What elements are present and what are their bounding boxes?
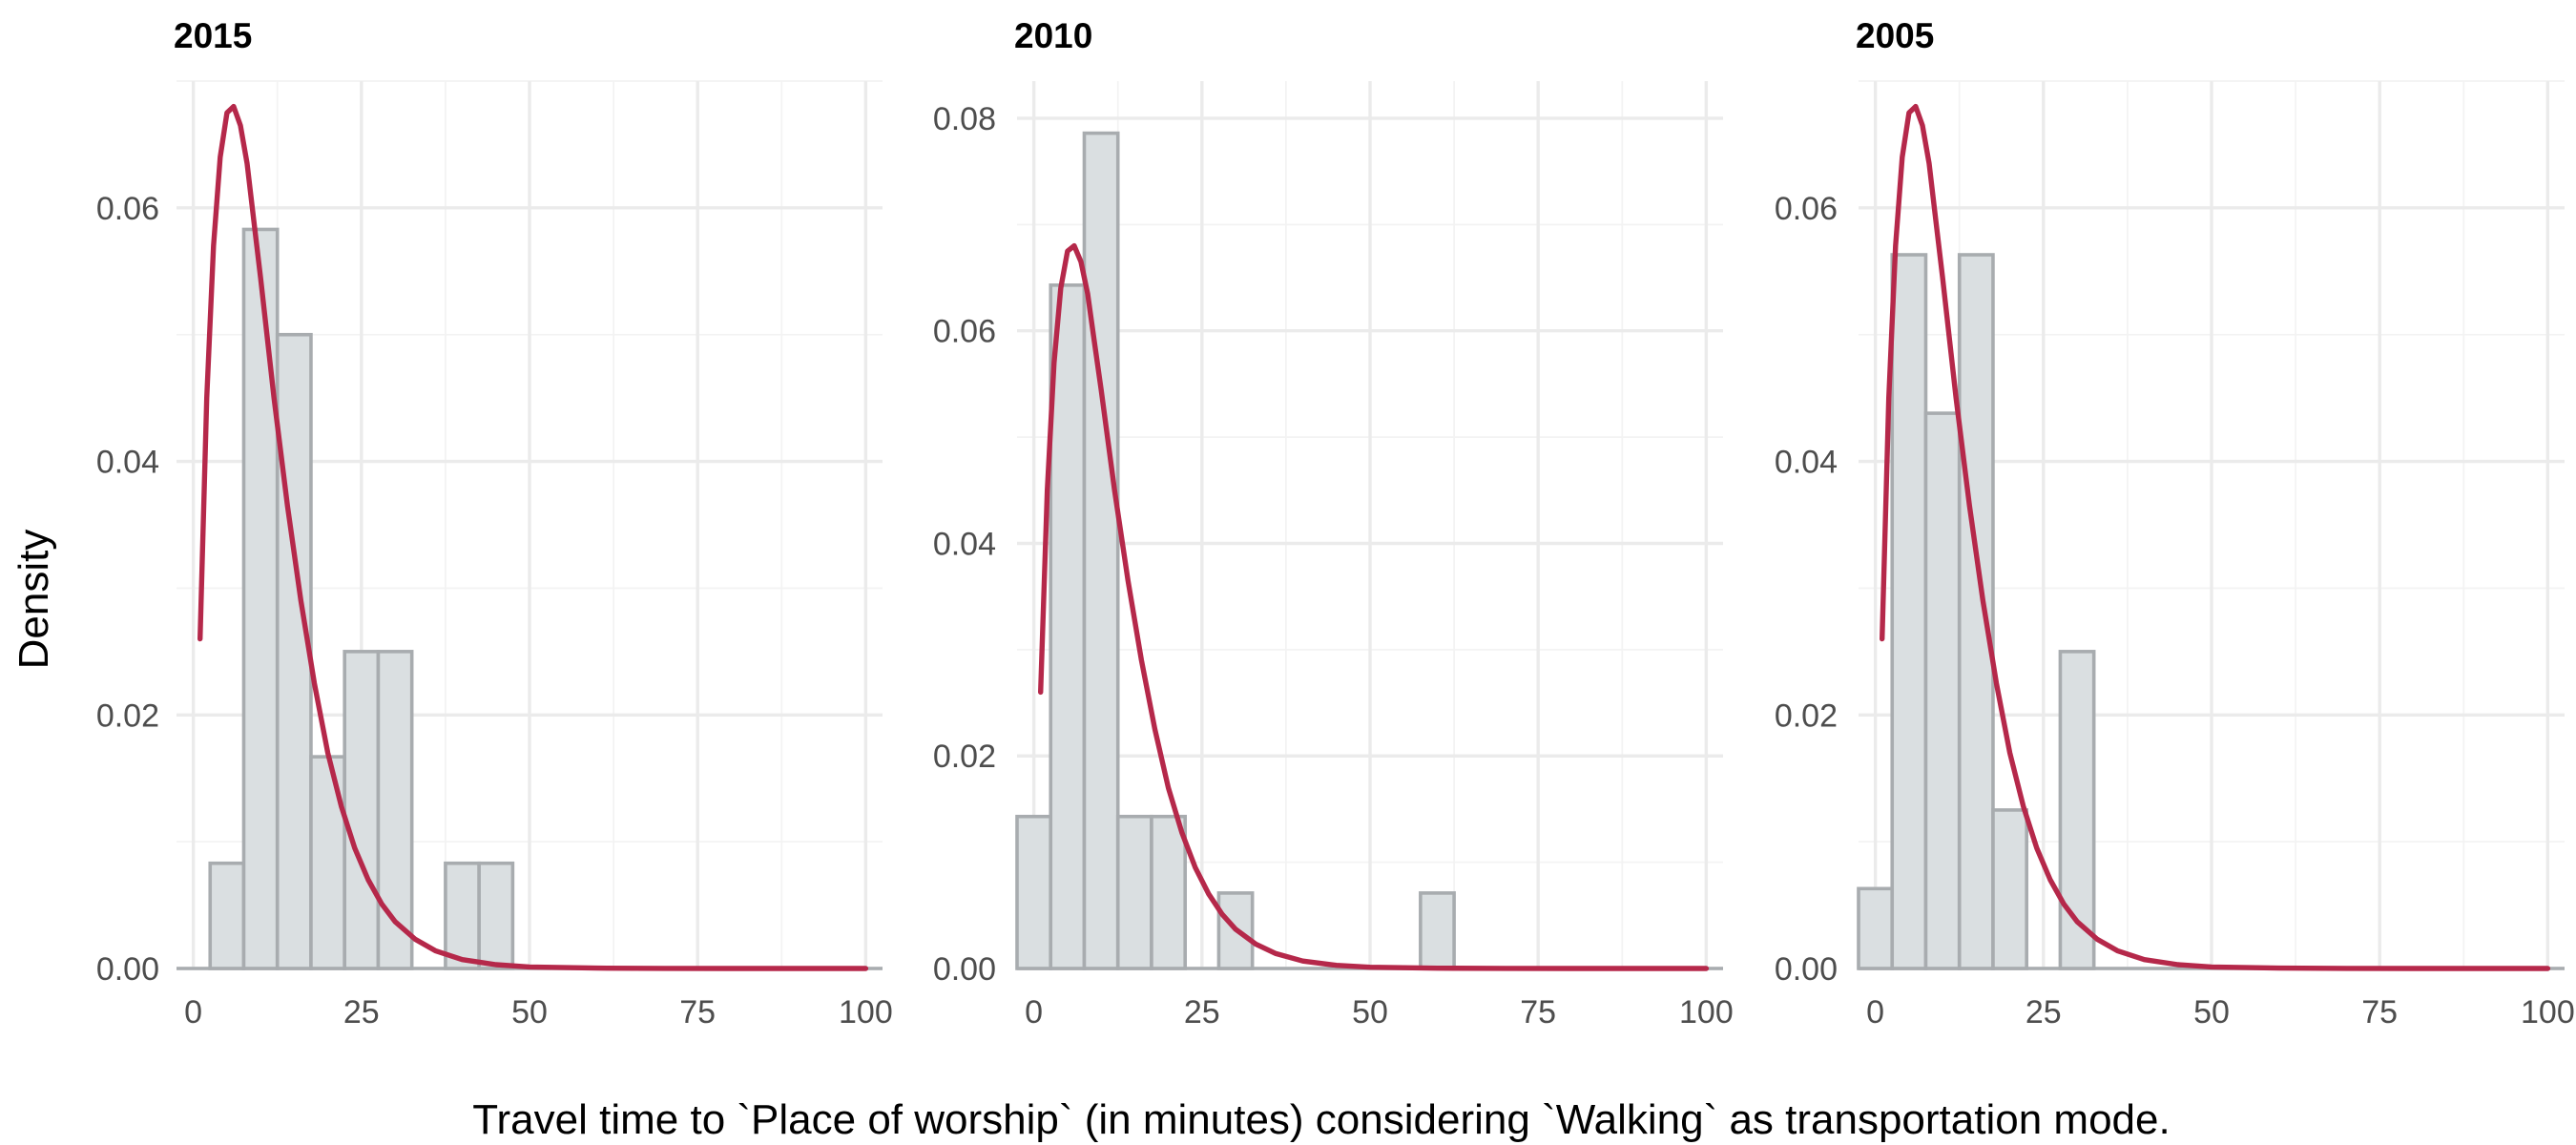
histogram-bar: [1923, 411, 1962, 970]
x-tick-label: 50: [511, 994, 548, 1030]
histogram-bar: [1150, 814, 1187, 970]
x-tick-label: 50: [2193, 994, 2230, 1030]
y-tick-label: 0.00: [933, 951, 996, 988]
histogram-bar: [241, 227, 280, 970]
x-tick-label: 100: [1679, 994, 1734, 1030]
density-curve: [1038, 242, 1710, 971]
histogram-bar: [2058, 650, 2096, 970]
y-axis-title: Density: [10, 530, 57, 670]
x-tick-label: 100: [839, 994, 893, 1030]
y-tick-label: 0.02: [1775, 697, 1838, 734]
y-tick-label: 0.04: [96, 445, 159, 481]
histogram-bar: [1991, 808, 2028, 970]
panel-title: 2005: [1856, 16, 1934, 55]
y-tick-label: 0.08: [933, 101, 996, 137]
histogram-bar: [1115, 814, 1153, 970]
x-tick-label: 75: [2361, 994, 2398, 1030]
histogram-bar: [275, 332, 313, 970]
y-tick-label: 0.06: [96, 191, 159, 227]
histogram-bar: [444, 861, 481, 970]
y-tick-label: 0.06: [1775, 191, 1838, 227]
y-tick-label: 0.00: [96, 951, 159, 988]
y-tick-label: 0.00: [1775, 951, 1838, 988]
histogram-bar: [1419, 891, 1456, 970]
x-tick-label: 100: [2521, 994, 2575, 1030]
y-tick-label: 0.04: [1775, 445, 1838, 481]
panel-2005: 0 25 50 75 100 0.00 0.02 0.04 0.06 2005: [1775, 16, 2575, 1030]
x-tick-label: 0: [1025, 994, 1043, 1030]
x-tick-label: 75: [1520, 994, 1556, 1030]
histogram-bar: [1082, 131, 1120, 970]
histogram-bar: [309, 755, 346, 970]
y-tick-label: 0.04: [933, 526, 996, 562]
density-curve: [1880, 103, 2551, 971]
y-tick-label: 0.02: [96, 697, 159, 734]
histogram-bar: [1857, 886, 1895, 970]
panel-2010: 0 25 50 75 100 0.00 0.02 0.04 0.06 0.08 2010: [933, 16, 1734, 1030]
x-axis-title: Travel time to `Place of worship` (in mi…: [472, 1096, 2170, 1143]
panel-title: 2015: [174, 16, 252, 55]
histogram-bar: [1890, 253, 1928, 970]
x-tick-label: 50: [1352, 994, 1388, 1030]
panel-2015: 0 25 50 75 100 0.00 0.02 0.04 0.06 2015: [96, 16, 893, 1030]
x-tick-label: 75: [679, 994, 716, 1030]
histogram-bar: [208, 861, 246, 970]
histogram-bar: [1049, 283, 1087, 970]
x-tick-label: 25: [2025, 994, 2062, 1030]
y-tick-label: 0.02: [933, 739, 996, 775]
density-curve: [197, 103, 869, 971]
x-tick-label: 25: [1184, 994, 1220, 1030]
histogram-bar: [1957, 253, 1995, 970]
x-tick-label: 0: [184, 994, 202, 1030]
x-tick-label: 0: [1866, 994, 1884, 1030]
panel-title: 2010: [1014, 16, 1092, 55]
histogram-bar: [343, 650, 381, 970]
x-tick-label: 25: [343, 994, 380, 1030]
y-tick-label: 0.06: [933, 314, 996, 350]
histogram-bar: [376, 650, 414, 970]
histogram-bar: [477, 861, 515, 970]
histogram-bar: [1015, 814, 1053, 970]
